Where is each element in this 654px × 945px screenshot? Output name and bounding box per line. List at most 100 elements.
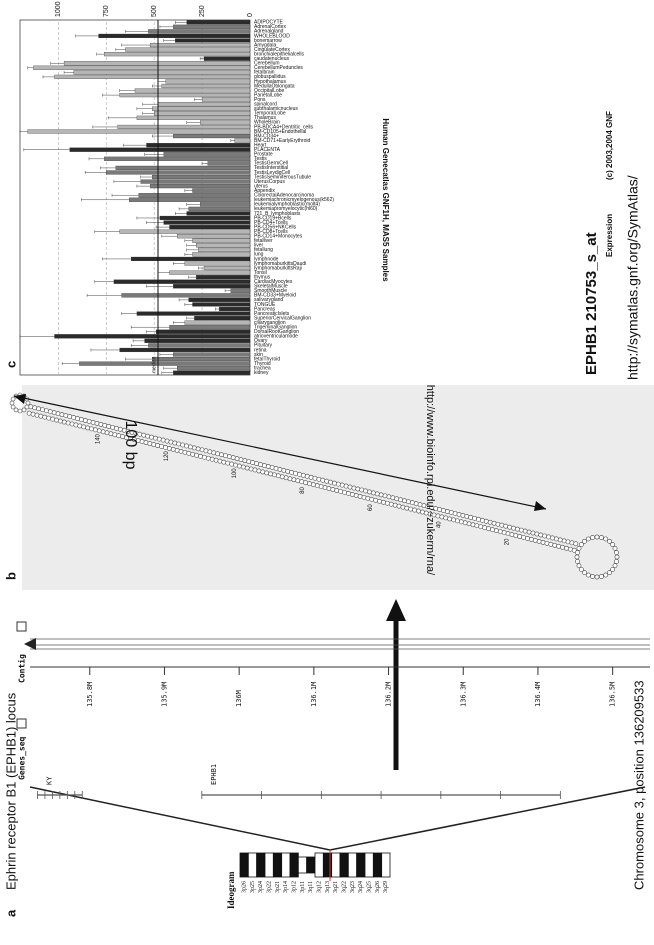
nucleotide: [550, 535, 555, 541]
bar: [161, 83, 251, 89]
chromosome-band: [239, 852, 249, 878]
nucleotide: [571, 547, 577, 553]
nucleotide: [320, 477, 326, 483]
panel-b-background: [22, 385, 654, 590]
nucleotide: [528, 537, 534, 542]
x-tick-label: CardiacMyocytes: [254, 279, 293, 285]
nucleotide: [229, 461, 235, 467]
nucleotide: [515, 526, 520, 532]
nucleotide: [456, 512, 462, 517]
nucleotide: [152, 435, 158, 441]
nucleotide: [205, 455, 211, 461]
nucleotide: [260, 469, 266, 475]
ruler-label: 136.2M: [385, 682, 393, 707]
nucleotide: [396, 503, 402, 509]
nucleotide: [191, 445, 197, 451]
nucleotide: [139, 439, 145, 444]
nucleotide: [283, 475, 289, 481]
x-tick-label: PB-CD19+Bcells: [254, 215, 292, 221]
nucleotide: [614, 554, 620, 560]
nucleotide: [47, 409, 53, 415]
nucleotide: [384, 500, 390, 506]
band-label: 3q24: [358, 881, 364, 893]
nucleotide: [328, 479, 333, 485]
bar: [173, 352, 251, 357]
x-tick-label: Adrenalgland: [254, 29, 284, 35]
nucleotide: [90, 420, 96, 425]
x-tick-label: Appendix: [254, 188, 275, 194]
position-label: 100: [232, 468, 238, 479]
nucleotide: [585, 572, 591, 578]
bar: [196, 275, 251, 280]
x-tick-label: BM-CD71+EarlyErythroid: [254, 138, 310, 144]
nucleotide: [164, 438, 170, 444]
nucleotide: [250, 460, 256, 465]
nucleotide: [377, 498, 382, 504]
nucleotide: [536, 538, 542, 544]
bar: [177, 234, 251, 239]
nucleotide: [201, 454, 207, 460]
band-label: 3q11: [308, 881, 314, 893]
nucleotide: [346, 491, 351, 496]
bar: [146, 143, 251, 148]
nucleotide: [487, 519, 493, 525]
x-tick-label: Prostate: [254, 152, 273, 158]
nucleotide: [215, 451, 221, 457]
bar: [150, 42, 251, 48]
x-tick-label: Heart: [254, 142, 267, 148]
nucleotide: [590, 574, 595, 579]
x-tick-label: caudatenucleus: [254, 56, 290, 62]
nucleotide: [603, 572, 609, 578]
nucleotide: [560, 544, 565, 550]
nucleotide: [470, 522, 476, 528]
bar: [165, 79, 251, 84]
nucleotide: [190, 451, 196, 457]
nucleotide: [43, 408, 49, 414]
nucleotide: [184, 443, 189, 449]
nucleotide: [576, 545, 582, 551]
nucleotide: [54, 417, 59, 423]
bar: [98, 33, 251, 38]
nucleotide: [413, 501, 419, 507]
bar: [152, 357, 251, 362]
x-tick-label: ADIPOCYTE: [254, 20, 284, 26]
nucleotide: [69, 421, 75, 427]
nucleotide: [178, 448, 184, 454]
bar: [140, 179, 251, 184]
nucleotide: [299, 479, 305, 485]
chromosome-band: [264, 852, 274, 878]
bar: [54, 334, 251, 339]
nucleotide: [213, 457, 219, 463]
bar: [200, 120, 251, 125]
nucleotide: [462, 520, 468, 526]
bar: [115, 165, 251, 170]
nucleotide: [607, 538, 612, 544]
nucleotide: [273, 466, 279, 471]
x-tick-label: Pituitary: [254, 343, 273, 349]
nucleotide: [505, 531, 511, 536]
nucleotide: [565, 539, 571, 545]
x-tick-label: ciliaryganglion: [254, 320, 286, 326]
nucleotide: [451, 517, 456, 523]
nucleotide: [40, 407, 45, 413]
x-tick-label: PancreaticIslets: [254, 311, 290, 317]
nucleotide: [509, 532, 515, 537]
chromosome-band: [347, 852, 358, 878]
nucleotide: [170, 447, 176, 452]
nucleotide: [578, 567, 584, 572]
nucleotide: [186, 450, 192, 456]
nucleotide: [9, 400, 15, 406]
nucleotide: [279, 474, 285, 480]
nucleotide: [370, 490, 376, 496]
nucleotide: [412, 507, 417, 513]
bar: [27, 129, 251, 134]
bar: [157, 102, 251, 107]
nucleotide: [21, 407, 27, 413]
nucleotide: [32, 405, 38, 411]
nucleotide: [10, 396, 16, 402]
source-url: http://www.bioinfo.rpi.edu/~zukerm/rna/: [424, 385, 436, 576]
nucleotide: [261, 463, 267, 468]
y-axis-label: Expression: [605, 214, 614, 257]
position-label: 60: [368, 504, 374, 511]
bar: [173, 370, 251, 375]
